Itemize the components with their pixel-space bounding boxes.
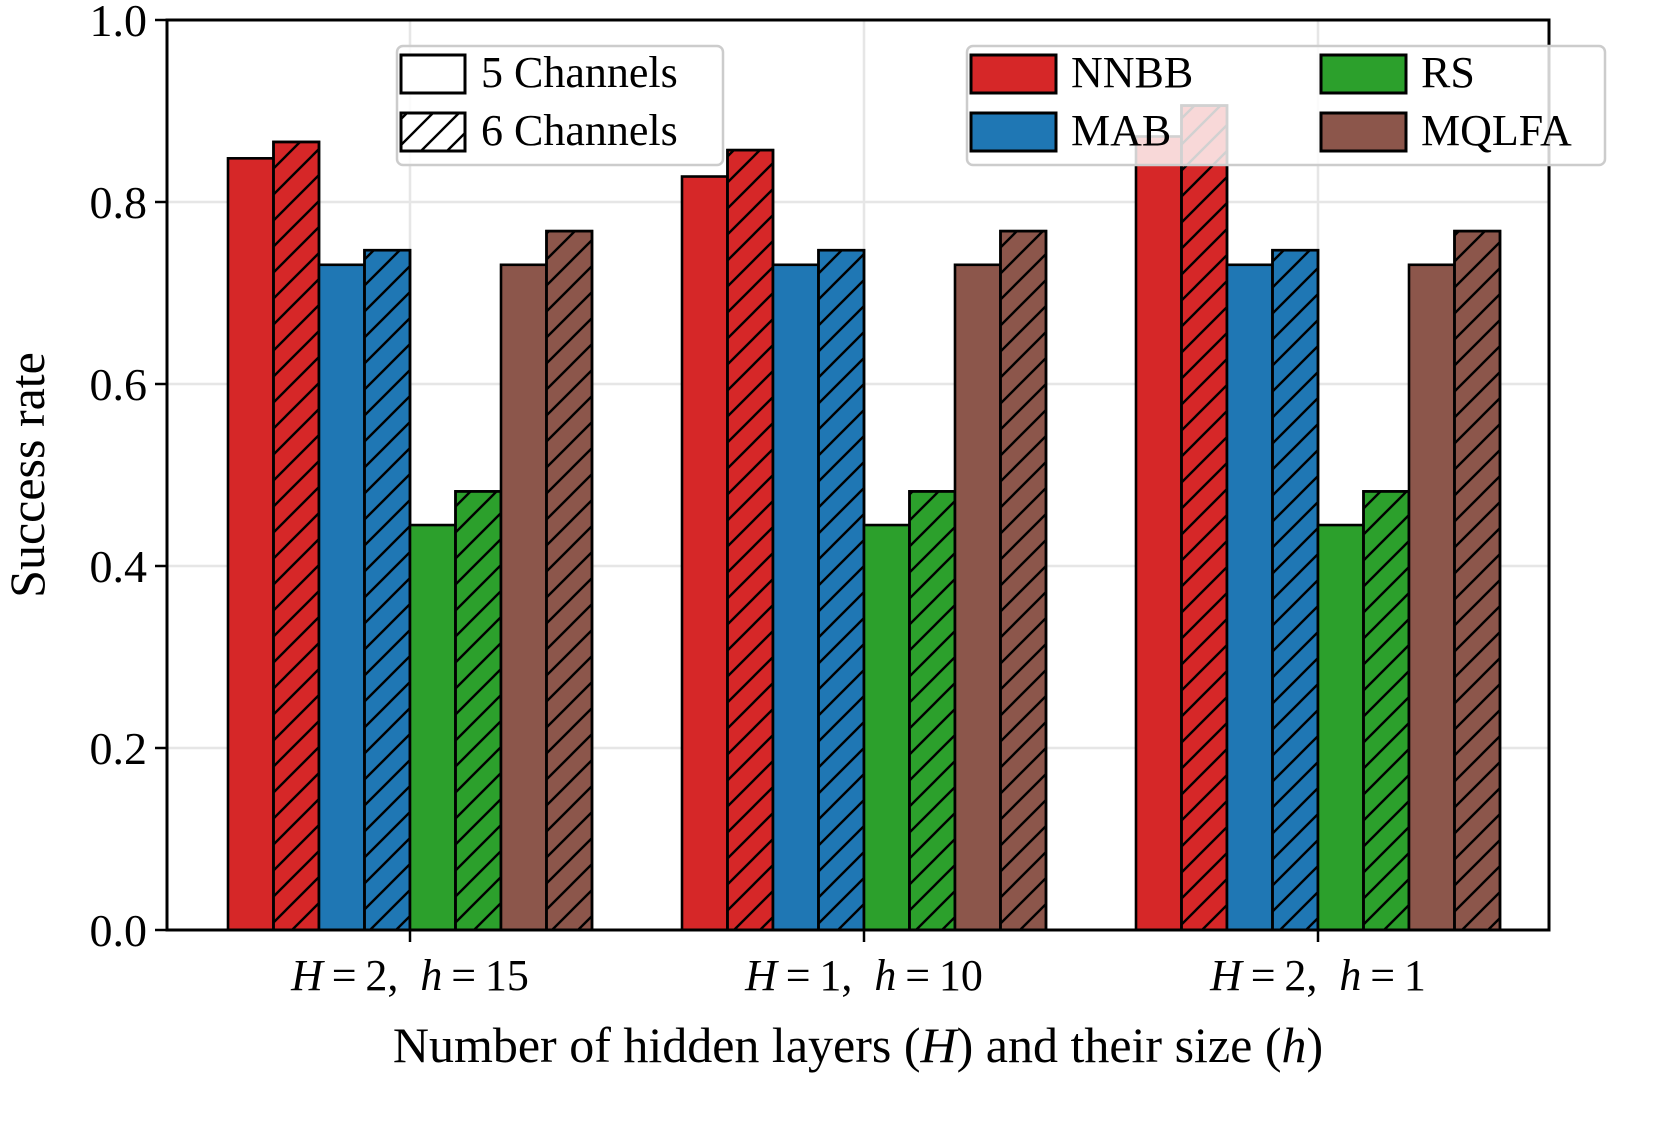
bar-nnbb-6ch-group-1-hatch	[273, 141, 319, 930]
bar-rs-6ch-group-3	[1362, 490, 1411, 932]
legend-methods-frame	[965, 44, 1607, 167]
bar-rs-6ch-group-1	[454, 490, 503, 932]
legend-method-label: MAB	[1071, 106, 1171, 155]
axis-ticks: 0.0 0.2 0.4 0.6 0.8 1.0 H = 2, h = 15 H = 1, h …	[90, 0, 1426, 1000]
bar-rs-6ch-group-3-hatch	[1363, 491, 1409, 930]
legend-channel-hatch	[399, 111, 467, 153]
legend-method-swatch	[969, 53, 1058, 95]
bar-mab-5ch-group-1	[317, 263, 366, 932]
bar-mqlfa-6ch-group-3	[1453, 229, 1502, 932]
x-tick-label: H = 1, h = 10	[744, 951, 983, 1000]
bar-mab-6ch-group-2	[817, 248, 866, 932]
bar-rs-6ch-group-1-hatch	[455, 491, 501, 930]
bar-rs-6ch-group-2	[908, 490, 957, 932]
bar-nnbb-6ch-group-3	[1180, 104, 1229, 932]
bar-nnbb-6ch-group-1	[272, 140, 321, 932]
bar-mab-6ch-group-3	[1271, 248, 1320, 932]
x-tick-label: H = 2, h = 15	[290, 951, 529, 1000]
bar-nnbb-6ch-group-2	[726, 148, 775, 932]
legend-methods: NNBB MAB RS MQLFA	[965, 44, 1607, 167]
bars	[226, 104, 1502, 932]
bar-nnbb-5ch-group-2-fill	[680, 175, 729, 932]
legend-method-swatch	[969, 111, 1058, 153]
bar-mqlfa-5ch-group-2-fill	[953, 263, 1002, 932]
bar-nnbb-5ch-group-3-fill	[1134, 135, 1183, 932]
bar-nnbb-6ch-group-3-hatch	[1181, 105, 1227, 931]
bar-nnbb-5ch-group-1-fill	[226, 157, 275, 932]
bar-mqlfa-6ch-group-2	[999, 229, 1048, 932]
bar-mqlfa-5ch-group-3-fill	[1407, 263, 1456, 932]
y-tick-label: 0.0	[90, 905, 148, 956]
bar-rs-6ch-group-2-hatch	[909, 491, 955, 930]
x-tick-label: H = 2, h = 1	[1209, 951, 1426, 1000]
legend-channel-item: 6 Channels	[399, 106, 678, 155]
bar-mab-6ch-group-3-hatch	[1272, 250, 1318, 931]
y-tick-label: 0.4	[90, 541, 148, 592]
bar-mab-6ch-group-2-hatch	[818, 250, 864, 931]
bar-rs-5ch-group-3	[1316, 523, 1365, 932]
legend-channels: 5 Channels 6 Channels	[395, 44, 725, 167]
bar-rs-5ch-group-2	[862, 523, 911, 932]
legend-channels-frame	[395, 44, 725, 167]
legend-method-swatch	[1319, 53, 1408, 95]
legend-method-label: NNBB	[1071, 48, 1193, 97]
bar-nnbb-5ch-group-3	[1134, 135, 1183, 932]
y-axis-label: Success rate	[0, 352, 55, 598]
legend-channel-swatch	[399, 53, 467, 95]
bar-mqlfa-6ch-group-2-hatch	[1000, 231, 1046, 930]
legend-method-item: MAB	[969, 106, 1171, 155]
bar-mab-6ch-group-1	[363, 248, 412, 932]
bar-mab-5ch-group-2	[771, 263, 820, 932]
bar-rs-5ch-group-2-fill	[862, 523, 911, 932]
y-tick-label: 0.6	[90, 359, 148, 410]
legend-channel-item: 5 Channels	[399, 48, 678, 97]
bar-nnbb-5ch-group-1	[226, 157, 275, 932]
bar-mqlfa-6ch-group-1-hatch	[546, 231, 592, 930]
legend-method-label: RS	[1421, 48, 1475, 97]
bar-rs-5ch-group-1	[408, 523, 457, 932]
legend-channel-label: 6 Channels	[481, 106, 678, 155]
legend-method-swatch	[1319, 111, 1408, 153]
y-tick-label: 0.8	[90, 177, 148, 228]
legend-method-item: NNBB	[969, 48, 1193, 97]
bar-mab-5ch-group-1-fill	[317, 263, 366, 932]
bar-mab-5ch-group-3	[1225, 263, 1274, 932]
bar-nnbb-5ch-group-2	[680, 175, 729, 932]
bar-mqlfa-5ch-group-1	[499, 263, 548, 932]
bar-mqlfa-5ch-group-2	[953, 263, 1002, 932]
bar-rs-5ch-group-3-fill	[1316, 523, 1365, 932]
y-tick-label: 0.2	[90, 723, 148, 774]
legend-method-label: MQLFA	[1421, 106, 1572, 155]
bar-nnbb-6ch-group-2-hatch	[727, 150, 773, 930]
y-tick-label: 1.0	[90, 0, 148, 46]
bar-mqlfa-5ch-group-3	[1407, 263, 1456, 932]
bar-mqlfa-5ch-group-1-fill	[499, 263, 548, 932]
legend-method-item: MQLFA	[1319, 106, 1572, 155]
bar-mab-6ch-group-1-hatch	[364, 250, 410, 931]
bar-rs-5ch-group-1-fill	[408, 523, 457, 932]
bar-mqlfa-6ch-group-3-hatch	[1454, 231, 1500, 930]
bar-mab-5ch-group-3-fill	[1225, 263, 1274, 932]
bar-mab-5ch-group-2-fill	[771, 263, 820, 932]
bar-mqlfa-6ch-group-1	[545, 229, 594, 932]
legend-channel-label: 5 Channels	[481, 48, 678, 97]
legend-method-item: RS	[1319, 48, 1475, 97]
plot-frame	[165, 18, 1551, 932]
x-axis-label: Number of hidden layers (H) and their si…	[393, 1017, 1323, 1073]
